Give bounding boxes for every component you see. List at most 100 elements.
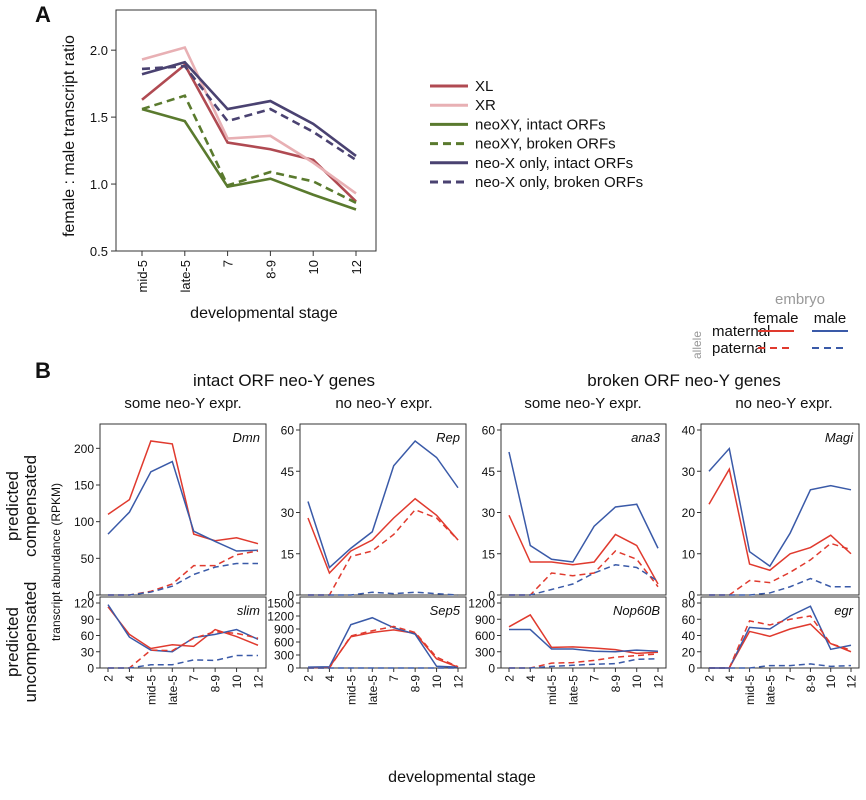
- y-tick-label-egr: 20: [682, 645, 696, 659]
- x-tick-label-Sep5: 4: [323, 675, 337, 682]
- panel-egr: 0 20 40 60 80 2 4 mid-5 late-5 7 8-9 10 12 egr: [682, 596, 860, 705]
- series-female_maternal-Dmn: [107, 440, 259, 545]
- plot-frame-Nop60B: [500, 596, 667, 669]
- x-tick-label-Sep5: 12: [452, 675, 466, 689]
- legend-label-XR: XR: [475, 97, 496, 114]
- x-tick-label-egr: mid-5: [743, 675, 757, 705]
- series-female_paternal-Nop60B: [509, 653, 659, 669]
- key-female-label: female: [753, 310, 798, 327]
- series-female_paternal-Magi: [709, 542, 852, 596]
- y-tick-label-Nop60B: 0: [488, 662, 495, 676]
- x-tick-label-Sep5: 8-9: [409, 675, 423, 693]
- plot-frame-Dmn: [99, 423, 267, 596]
- y-tick-label-ana3: 60: [482, 424, 496, 438]
- y-tick-label-Magi: 10: [682, 547, 696, 561]
- panel-Nop60B: 0 300 600 900 1200 2 4 mid-5 late-5 7 8-9 10 12 Nop60…: [468, 596, 667, 705]
- x-tick-label-egr: 10: [824, 675, 838, 689]
- x-tick-label-Sep5: 7: [387, 675, 401, 682]
- plot-frame-slim: [99, 596, 267, 669]
- y-tick-label-Dmn: 50: [81, 552, 95, 566]
- panel-b-letter: B: [35, 358, 51, 383]
- x-tick-label-Nop60B: late-5: [566, 675, 580, 705]
- series-line-neoXY_intact: [141, 107, 357, 211]
- series-male_maternal-egr: [709, 605, 852, 669]
- series-male_paternal-ana3: [509, 563, 659, 596]
- series-male_paternal-Dmn: [108, 562, 258, 596]
- series-male_paternal-egr: [709, 663, 852, 669]
- series-line-neoXY_broken: [141, 94, 357, 204]
- series-male_maternal-ana3: [508, 451, 659, 563]
- key-allele-label: allele: [690, 331, 704, 359]
- series-male_maternal-Magi: [708, 446, 852, 568]
- series-male_maternal-Rep: [307, 439, 459, 569]
- key-maternal-label: maternal: [712, 323, 770, 340]
- x-tick-label-Nop60B: 12: [652, 675, 666, 689]
- panel-a-letter: A: [35, 2, 51, 27]
- panel-a-plot-frame: [115, 9, 377, 252]
- x-tick-label-Nop60B: mid-5: [545, 675, 559, 705]
- y-tick-label-Dmn: 0: [87, 589, 94, 603]
- panel-a-x-tick-label: 7: [221, 260, 236, 267]
- series-female_paternal-Dmn: [108, 550, 259, 596]
- row-1-label-line2: compensated: [21, 455, 40, 557]
- y-tick-label-ana3: 45: [482, 465, 496, 479]
- series-male_paternal-Magi: [709, 577, 851, 596]
- series-female_paternal-Rep: [308, 508, 459, 596]
- series-female_maternal-Magi: [708, 467, 852, 572]
- panel-a-y-axis-label: female : male transcript ratio: [61, 35, 78, 237]
- x-tick-label-Sep5: mid-5: [344, 675, 358, 705]
- x-tick-label-egr: 7: [784, 675, 798, 682]
- y-tick-label-egr: 0: [688, 662, 695, 676]
- x-tick-label-Nop60B: 2: [503, 675, 517, 682]
- x-tick-label-egr: late-5: [763, 675, 777, 705]
- gene-label-Nop60B: Nop60B: [613, 603, 660, 618]
- y-tick-label-Rep: 0: [287, 589, 294, 603]
- y-tick-label-ana3: 15: [482, 547, 496, 561]
- panel-a-legend: XL XR neoXY, intact ORFs neoXY, broken ORFs…: [430, 78, 643, 191]
- gene-label-slim: slim: [237, 603, 260, 618]
- gene-label-Dmn: Dmn: [233, 430, 260, 445]
- column-title-2: no neo-Y expr.: [335, 395, 432, 412]
- legend-label-XL: XL: [475, 78, 493, 95]
- y-tick-label-Nop60B: 900: [475, 613, 495, 627]
- panel-Rep: 0 15 30 45 60 Rep: [281, 423, 467, 603]
- y-tick-label-slim: 0: [87, 662, 94, 676]
- series-female_paternal-slim: [108, 630, 259, 669]
- x-tick-label-egr: 2: [703, 675, 717, 682]
- x-tick-label-slim: 4: [123, 675, 137, 682]
- y-tick-label-Sep5: 300: [274, 649, 294, 663]
- panel-ana3: 0 15 30 45 60 ana3: [482, 423, 667, 603]
- gene-label-Magi: Magi: [825, 430, 854, 445]
- panel-a-y-tick-label: 1.0: [90, 177, 108, 192]
- gene-label-egr: egr: [834, 603, 853, 618]
- column-title-3: some neo-Y expr.: [524, 395, 641, 412]
- x-tick-label-egr: 8-9: [804, 675, 818, 693]
- x-tick-label-egr: 4: [723, 675, 737, 682]
- y-tick-label-Sep5: 1500: [267, 597, 294, 611]
- series-line-XR: [141, 45, 357, 195]
- y-tick-label-Sep5: 1200: [267, 610, 294, 624]
- group-title-intact: intact ORF neo-Y genes: [193, 371, 375, 390]
- panel-slim: 0 30 60 90 120 2 4 mid-5 late-5 7 8-9 10 12 slim: [74, 596, 267, 705]
- series-line-neoX_intact: [141, 60, 357, 157]
- y-tick-label-slim: 60: [81, 629, 95, 643]
- y-tick-label-Sep5: 600: [274, 636, 294, 650]
- series-female_maternal-Rep: [307, 497, 459, 575]
- gene-label-Sep5: Sep5: [430, 603, 461, 618]
- panel-a-x-axis-label: developmental stage: [190, 305, 338, 322]
- x-tick-label-Nop60B: 10: [630, 675, 644, 689]
- series-female_maternal-Nop60B: [508, 613, 659, 655]
- x-tick-label-Sep5: late-5: [366, 675, 380, 705]
- series-female_maternal-ana3: [508, 514, 659, 585]
- y-tick-label-Sep5: 0: [287, 662, 294, 676]
- y-tick-label-Rep: 30: [281, 506, 295, 520]
- panel-a-x-tick-label: late-5: [178, 260, 193, 293]
- x-tick-label-slim: 2: [102, 675, 116, 682]
- x-tick-label-Nop60B: 7: [588, 675, 602, 682]
- legend-label-neoX_intact: neo-X only, intact ORFs: [475, 155, 633, 172]
- y-tick-label-Magi: 40: [682, 424, 696, 438]
- column-title-1: some neo-Y expr.: [124, 395, 241, 412]
- y-tick-label-Magi: 30: [682, 465, 696, 479]
- series-male_maternal-Nop60B: [509, 628, 659, 653]
